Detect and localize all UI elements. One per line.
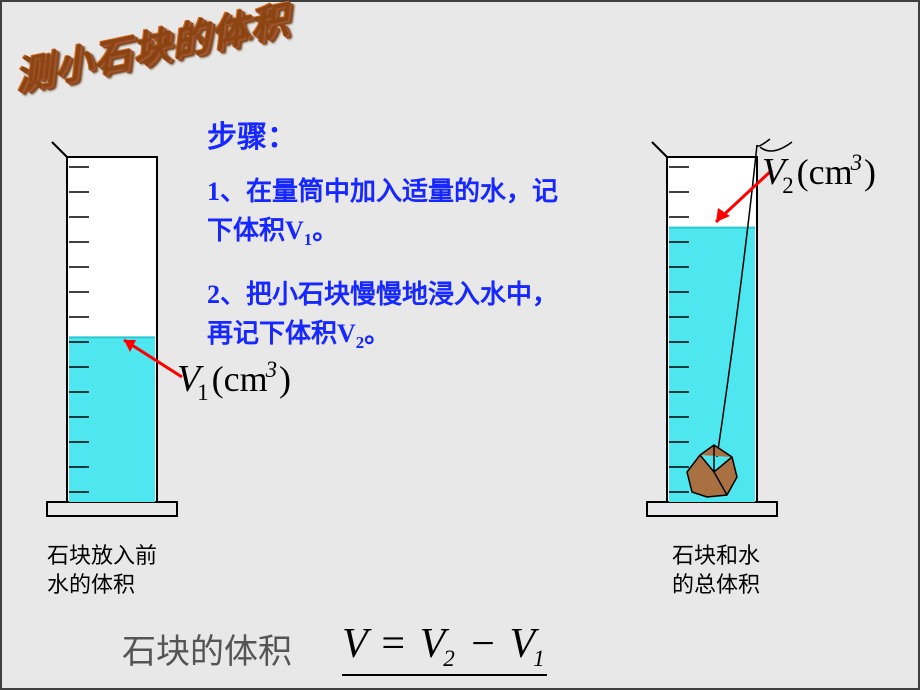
- v1-open: (cm: [212, 359, 268, 399]
- f-r2: V: [509, 621, 535, 667]
- step1-suffix: 。: [312, 216, 338, 245]
- f-r1: V: [420, 621, 446, 667]
- cap-right-l2: 的总体积: [672, 571, 812, 600]
- f-eq: =: [381, 621, 405, 667]
- step1-sub: 1: [304, 230, 312, 249]
- formula: V = V2 − V1: [342, 620, 547, 676]
- cap-left-l2: 水的体积: [47, 571, 197, 600]
- v2-open: (cm: [797, 152, 853, 192]
- v1-sub: 1: [197, 380, 208, 405]
- f-r2s: 1: [533, 645, 545, 671]
- caption-left: 石块放入前 水的体积: [47, 542, 197, 599]
- steps-block: 步骤： 1、在量筒中加入适量的水，记下体积V1。 2、把小石块慢慢地浸入水中，再…: [207, 112, 577, 377]
- v1-close: ): [279, 359, 291, 399]
- f-minus: −: [471, 621, 495, 667]
- label-v2: V2(cm3): [762, 150, 876, 199]
- step-1: 1、在量筒中加入适量的水，记下体积V1。: [207, 172, 577, 253]
- cap-left-l1: 石块放入前: [47, 542, 197, 571]
- formula-row: 石块的体积 V = V2 − V1: [122, 620, 822, 676]
- f-lhs: V: [342, 621, 367, 667]
- cap-right-l1: 石块和水: [672, 542, 812, 571]
- step2-suffix: 。: [364, 319, 390, 348]
- step-2: 2、把小石块慢慢地浸入水中，再记下体积V2。: [207, 275, 577, 356]
- v1-sup: 3: [266, 357, 277, 382]
- formula-label: 石块的体积: [122, 624, 292, 673]
- slide-title: 测小石块的体积: [12, 0, 293, 101]
- caption-right: 石块和水 的总体积: [672, 542, 812, 599]
- step1-text: 1、在量筒中加入适量的水，记下体积V: [207, 177, 558, 245]
- label-v1: V1(cm3): [177, 357, 291, 406]
- v2-sub: 2: [782, 173, 793, 198]
- step2-sub: 2: [356, 333, 364, 352]
- v2-close: ): [864, 152, 876, 192]
- f-r1s: 2: [443, 645, 455, 671]
- v2-sup: 3: [851, 150, 862, 175]
- steps-heading: 步骤：: [207, 112, 577, 156]
